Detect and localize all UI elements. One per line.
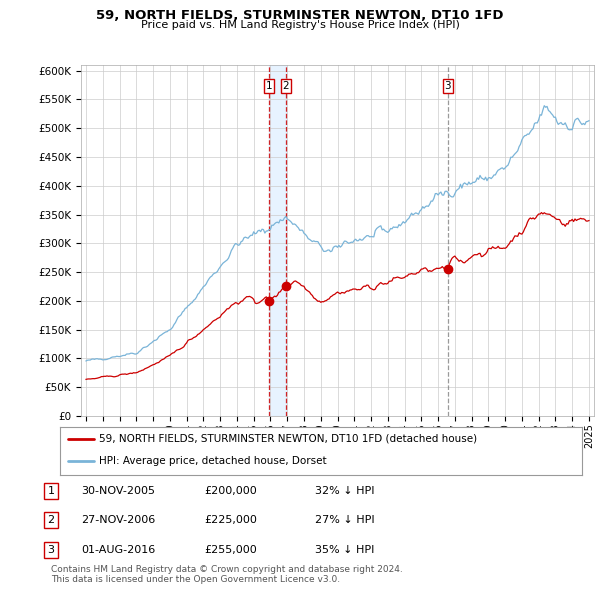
Text: Contains HM Land Registry data © Crown copyright and database right 2024.
This d: Contains HM Land Registry data © Crown c… bbox=[51, 565, 403, 584]
Text: £255,000: £255,000 bbox=[204, 545, 257, 555]
Text: 01-AUG-2016: 01-AUG-2016 bbox=[81, 545, 155, 555]
Bar bbox=[269, 65, 286, 416]
Text: 27% ↓ HPI: 27% ↓ HPI bbox=[315, 516, 374, 525]
Text: 32% ↓ HPI: 32% ↓ HPI bbox=[315, 486, 374, 496]
Text: £200,000: £200,000 bbox=[204, 486, 257, 496]
Text: 59, NORTH FIELDS, STURMINSTER NEWTON, DT10 1FD (detached house): 59, NORTH FIELDS, STURMINSTER NEWTON, DT… bbox=[99, 434, 477, 444]
Text: 3: 3 bbox=[47, 545, 55, 555]
Text: 2: 2 bbox=[283, 81, 289, 91]
Text: HPI: Average price, detached house, Dorset: HPI: Average price, detached house, Dors… bbox=[99, 457, 327, 467]
Text: 27-NOV-2006: 27-NOV-2006 bbox=[81, 516, 155, 525]
Text: 1: 1 bbox=[47, 486, 55, 496]
Text: Price paid vs. HM Land Registry's House Price Index (HPI): Price paid vs. HM Land Registry's House … bbox=[140, 20, 460, 30]
Text: 35% ↓ HPI: 35% ↓ HPI bbox=[315, 545, 374, 555]
Text: 59, NORTH FIELDS, STURMINSTER NEWTON, DT10 1FD: 59, NORTH FIELDS, STURMINSTER NEWTON, DT… bbox=[96, 9, 504, 22]
Text: 30-NOV-2005: 30-NOV-2005 bbox=[81, 486, 155, 496]
Text: £225,000: £225,000 bbox=[204, 516, 257, 525]
Text: 3: 3 bbox=[445, 81, 451, 91]
Text: 1: 1 bbox=[266, 81, 272, 91]
Text: 2: 2 bbox=[47, 516, 55, 525]
